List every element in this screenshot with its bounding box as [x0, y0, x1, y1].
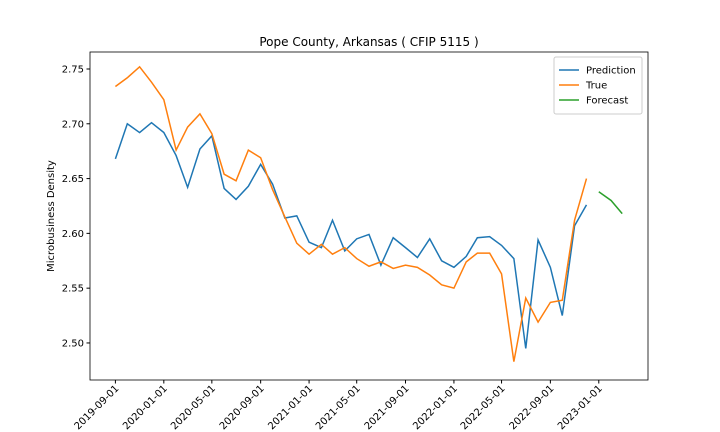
plot-frame [89, 51, 649, 381]
y-tick-label: 2.75 [62, 64, 84, 75]
legend-label: True [585, 81, 607, 92]
line-series [114, 65, 588, 362]
x-tick-label: 2019-09-01 [73, 383, 122, 432]
x-tick-label: 2022-05-01 [459, 383, 508, 432]
x-tick-label: 2020-05-01 [169, 383, 218, 432]
line-series [114, 121, 588, 349]
x-tick-label: 2022-09-01 [508, 383, 557, 432]
y-tick-label: 2.70 [62, 119, 84, 130]
y-tick-label: 2.65 [62, 174, 84, 185]
x-tick-label: 2021-09-01 [363, 383, 412, 432]
x-tick-label: 2021-05-01 [314, 383, 363, 432]
x-tick-label: 2023-01-01 [556, 383, 605, 432]
y-tick-label: 2.60 [62, 229, 84, 240]
chart-title: Pope County, Arkansas ( CFIP 5115 ) [259, 35, 478, 49]
x-tick-label: 2021-01-01 [266, 383, 315, 432]
x-tick-label: 2020-01-01 [121, 383, 170, 432]
y-tick-label: 2.50 [62, 338, 84, 349]
legend-label: Forecast [586, 96, 628, 107]
legend-label: Prediction [586, 66, 636, 77]
x-tick-label: 2020-09-01 [218, 383, 267, 432]
y-tick-label: 2.55 [62, 284, 84, 295]
y-axis-label: Microbusiness Density [46, 160, 57, 272]
x-tick-label: 2022-01-01 [411, 383, 460, 432]
line-series [598, 191, 623, 215]
